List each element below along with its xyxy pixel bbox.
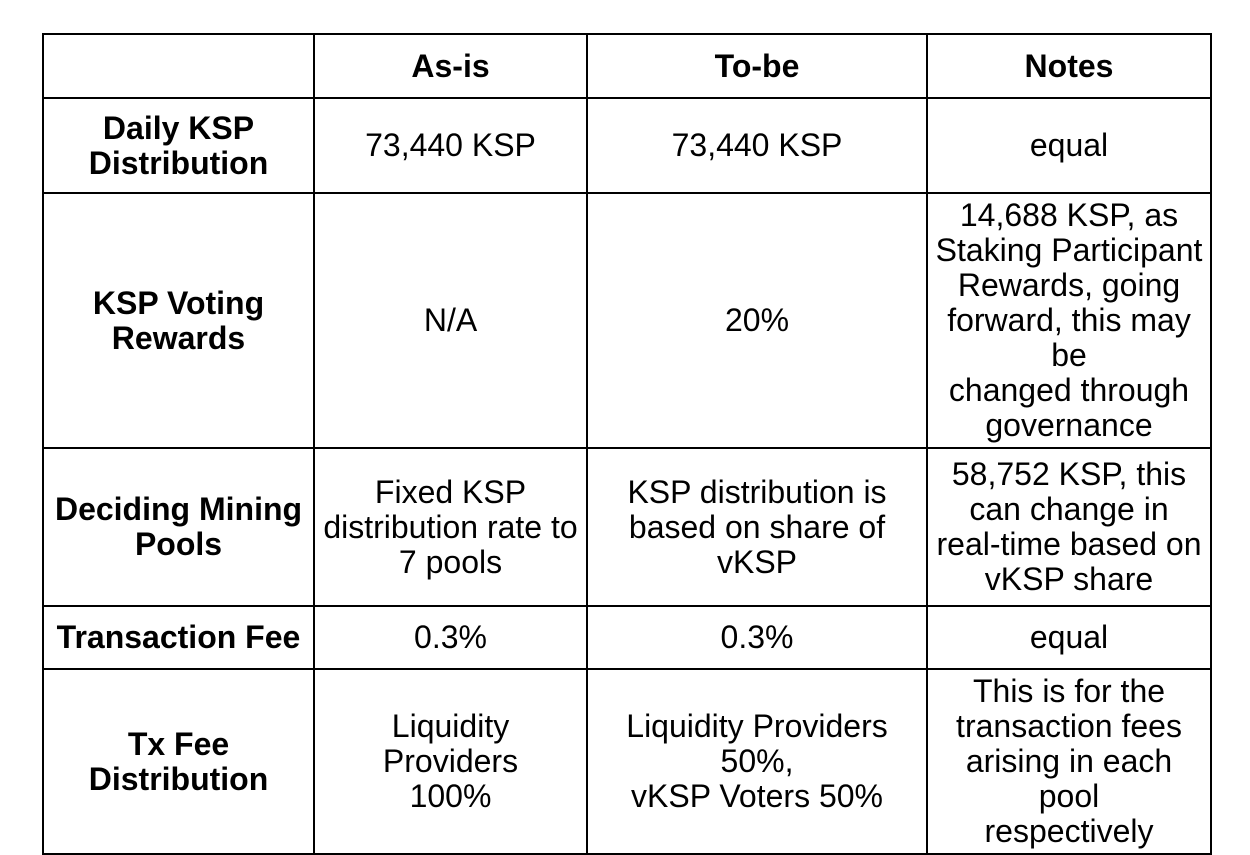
row-label: Transaction Fee <box>42 605 315 670</box>
column-header-notes: Notes <box>926 33 1212 99</box>
table-row-ksp-voting-rewards: KSP Voting Rewards N/A 20% 14,688 KSP, a… <box>42 192 1212 449</box>
column-header-as-is: As-is <box>313 33 588 99</box>
header-row: As-is To-be Notes <box>42 33 1212 99</box>
to-be-cell: Liquidity Providers 50%, vKSP Voters 50% <box>586 668 928 855</box>
corner-cell <box>42 33 315 99</box>
row-label: Daily KSP Distribution <box>42 97 315 194</box>
as-is-cell: 73,440 KSP <box>313 97 588 194</box>
notes-cell: 58,752 KSP, this can change in real-time… <box>926 447 1212 607</box>
to-be-cell: 20% <box>586 192 928 449</box>
notes-cell: 14,688 KSP, as Staking Participant Rewar… <box>926 192 1212 449</box>
column-header-to-be: To-be <box>586 33 928 99</box>
to-be-cell: KSP distribution is based on share of vK… <box>586 447 928 607</box>
as-is-cell: N/A <box>313 192 588 449</box>
to-be-cell: 0.3% <box>586 605 928 670</box>
as-is-cell: Liquidity Providers 100% <box>313 668 588 855</box>
as-is-cell: 0.3% <box>313 605 588 670</box>
row-label: Deciding Mining Pools <box>42 447 315 607</box>
table-row-deciding-mining-pools: Deciding Mining Pools Fixed KSP distribu… <box>42 447 1212 607</box>
notes-cell: equal <box>926 97 1212 194</box>
row-label: KSP Voting Rewards <box>42 192 315 449</box>
table-row-daily-ksp-distribution: Daily KSP Distribution 73,440 KSP 73,440… <box>42 97 1212 194</box>
as-is-cell: Fixed KSP distribution rate to 7 pools <box>313 447 588 607</box>
table-row-tx-fee-distribution: Tx Fee Distribution Liquidity Providers … <box>42 668 1212 855</box>
to-be-cell: 73,440 KSP <box>586 97 928 194</box>
table-row-transaction-fee: Transaction Fee 0.3% 0.3% equal <box>42 605 1212 670</box>
notes-cell: equal <box>926 605 1212 670</box>
comparison-table: As-is To-be Notes Daily KSP Distribution… <box>42 33 1212 855</box>
row-label: Tx Fee Distribution <box>42 668 315 855</box>
notes-cell: This is for the transaction fees arising… <box>926 668 1212 855</box>
